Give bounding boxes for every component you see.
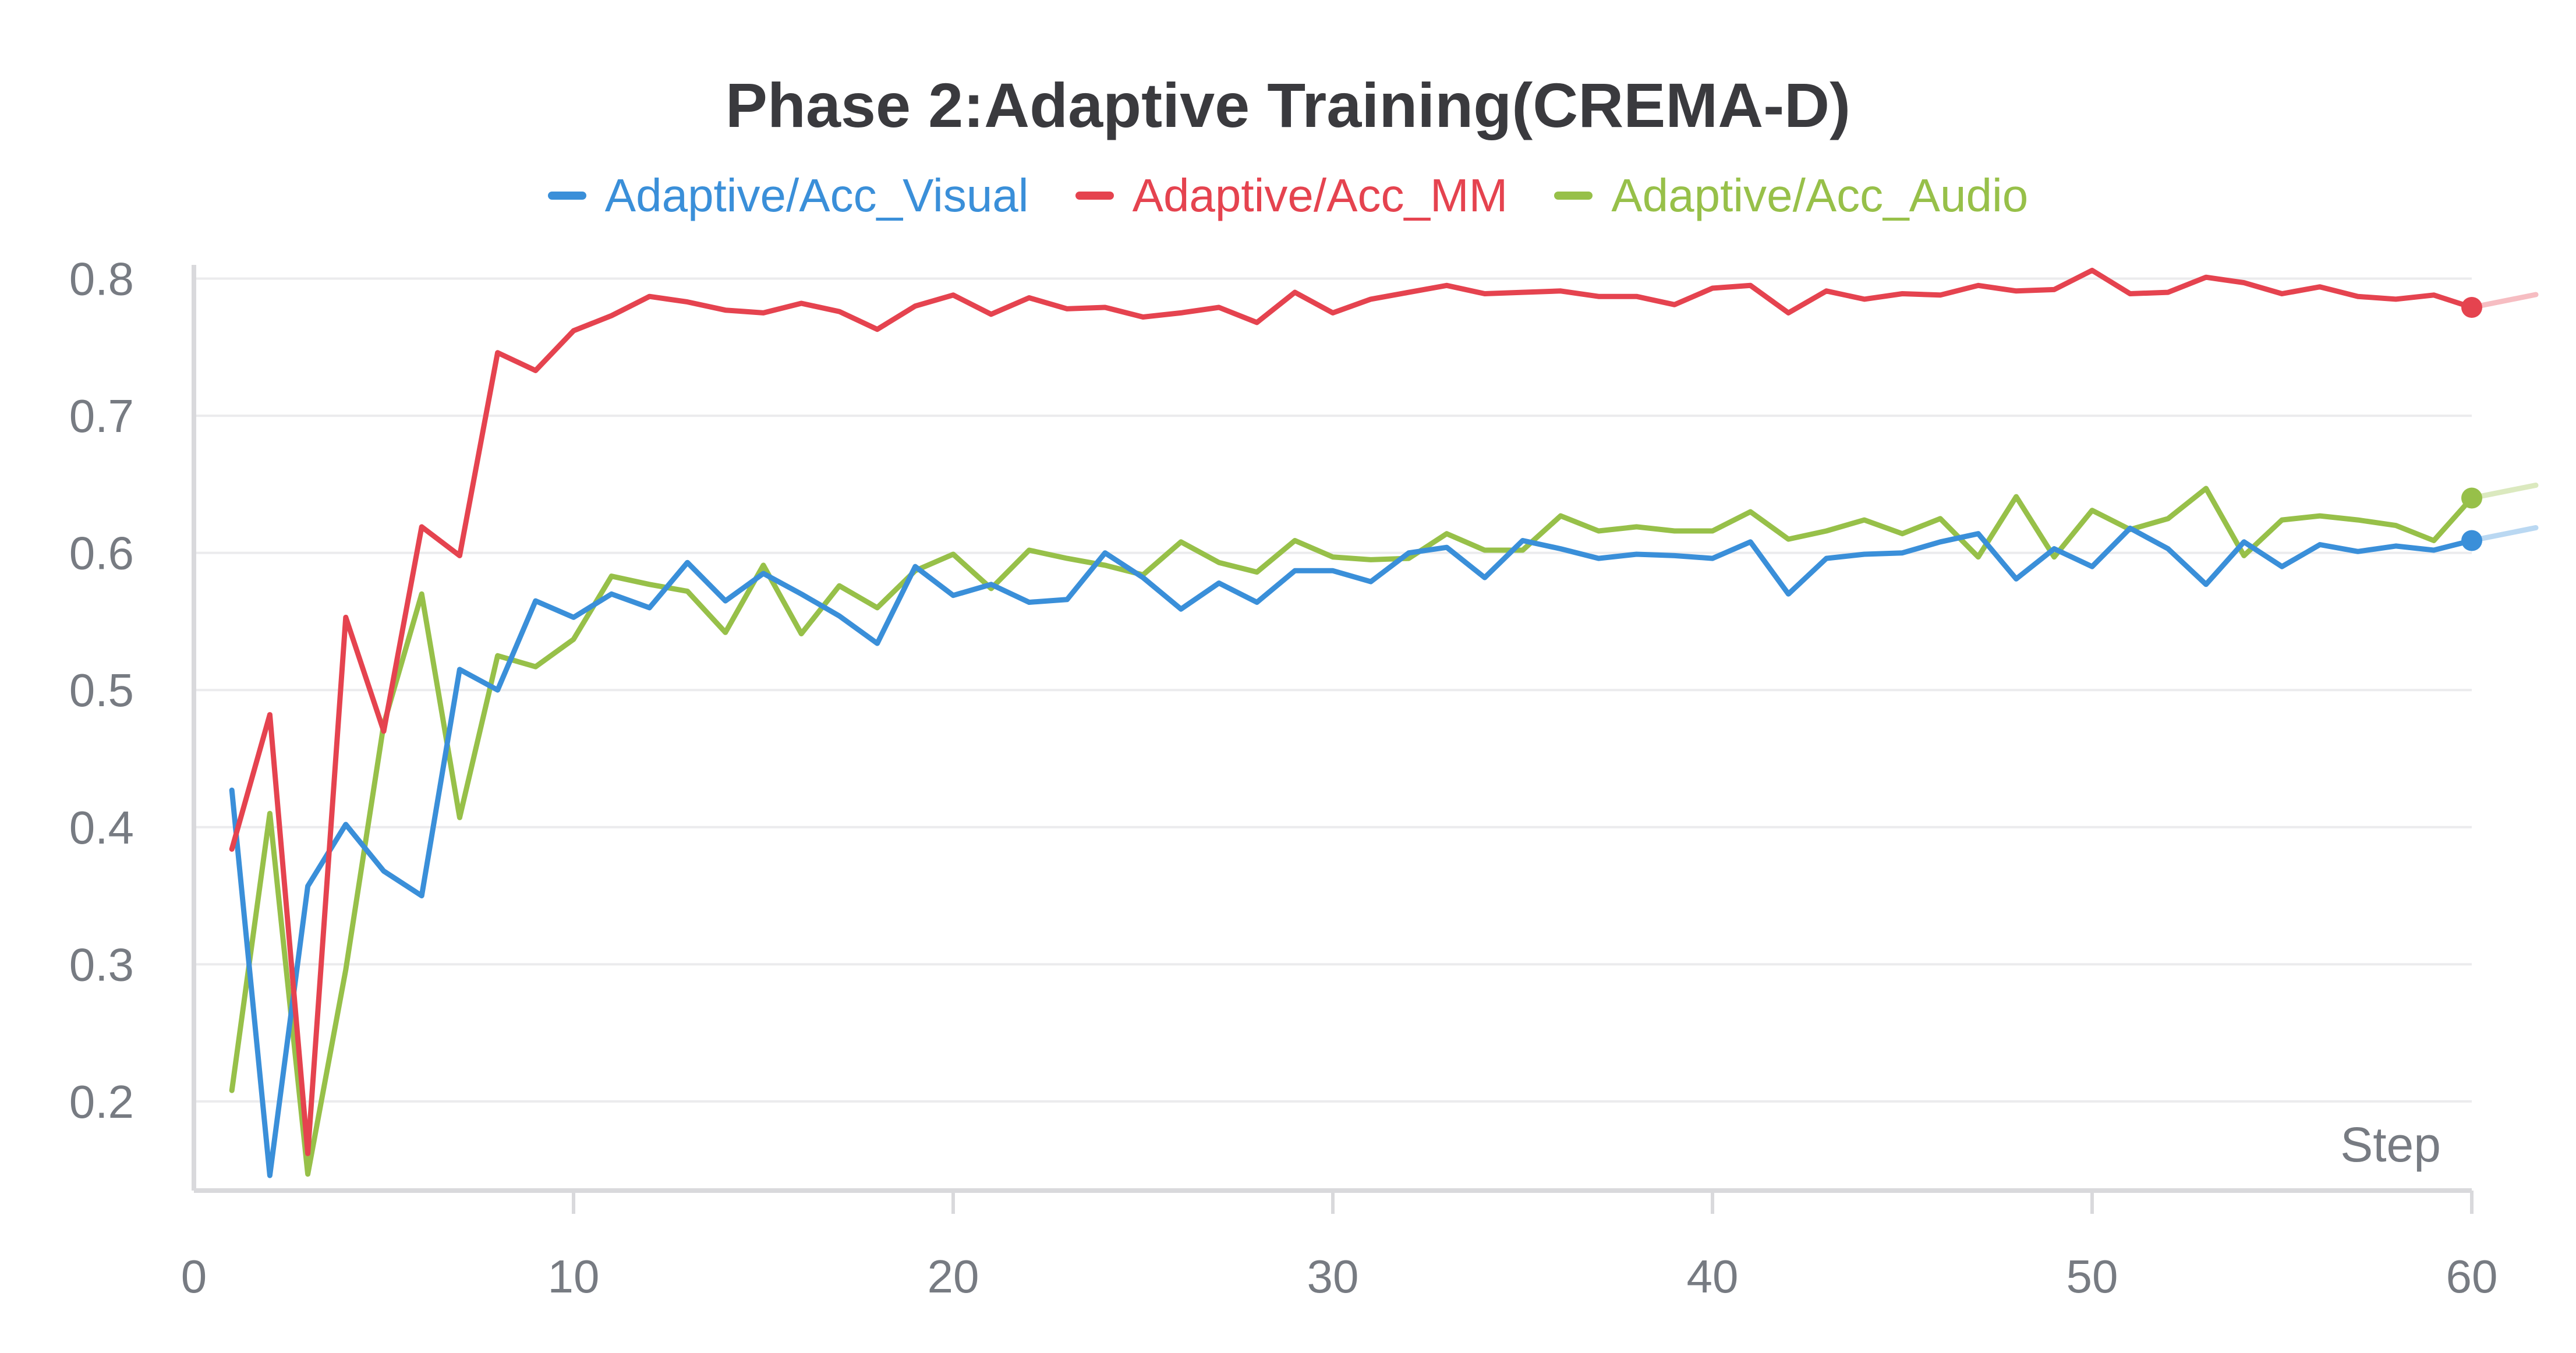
series-adaptive-acc-mm [229,267,2539,1156]
series-endpoint [2461,487,2482,509]
legend: Adaptive/Acc_Visual Adaptive/Acc_MM Adap… [0,169,2576,222]
legend-item-visual[interactable]: Adaptive/Acc_Visual [547,169,1029,222]
chart-title: Phase 2:Adaptive Training(CREMA-D) [725,70,1851,140]
y-tick-label: 0.3 [69,938,134,990]
series-tail [2469,482,2539,501]
series-line [229,267,2475,1156]
legend-label-audio: Adaptive/Acc_Audio [1611,169,2029,221]
y-tick-label: 0.2 [69,1076,134,1128]
x-tick-label: 0 [181,1251,207,1302]
x-tick-label: 50 [2067,1251,2118,1302]
tick-labels: 0.2 0.3 0.4 0.5 0.6 0.7 0.8 0 10 20 30 40 50 60 [69,253,2498,1302]
y-tick-label: 0.7 [69,390,134,442]
y-tick-label: 0.6 [69,527,134,579]
x-tick-label: 40 [1687,1251,1739,1302]
legend-swatch-mm [1075,192,1114,200]
x-tick-label: 30 [1307,1251,1359,1302]
y-tick-label: 0.4 [69,802,134,853]
x-tick-label: 10 [548,1251,600,1302]
x-axis-label: Step [2340,1117,2441,1172]
series-tail [2469,292,2539,310]
series-line [229,486,2475,1177]
axes [192,265,2472,1193]
series-line [229,525,2475,1178]
x-tick-label: 20 [928,1251,979,1302]
legend-swatch-audio [1554,192,1593,200]
y-tick-label: 0.5 [69,664,134,716]
legend-label-mm: Adaptive/Acc_MM [1132,169,1508,221]
legend-swatch-visual [547,192,586,200]
series-layer [229,267,2539,1178]
series-adaptive-acc-audio [229,482,2539,1177]
legend-item-mm[interactable]: Adaptive/Acc_MM [1075,169,1508,222]
x-tick-label: 60 [2446,1251,2498,1302]
series-tail [2469,525,2539,543]
series-endpoint [2461,530,2482,551]
series-adaptive-acc-visual [229,525,2539,1178]
series-endpoint [2461,297,2482,318]
legend-label-visual: Adaptive/Acc_Visual [604,169,1029,221]
y-tick-label: 0.8 [69,253,134,305]
gridlines [194,277,2474,1214]
legend-item-audio[interactable]: Adaptive/Acc_Audio [1554,169,2028,222]
